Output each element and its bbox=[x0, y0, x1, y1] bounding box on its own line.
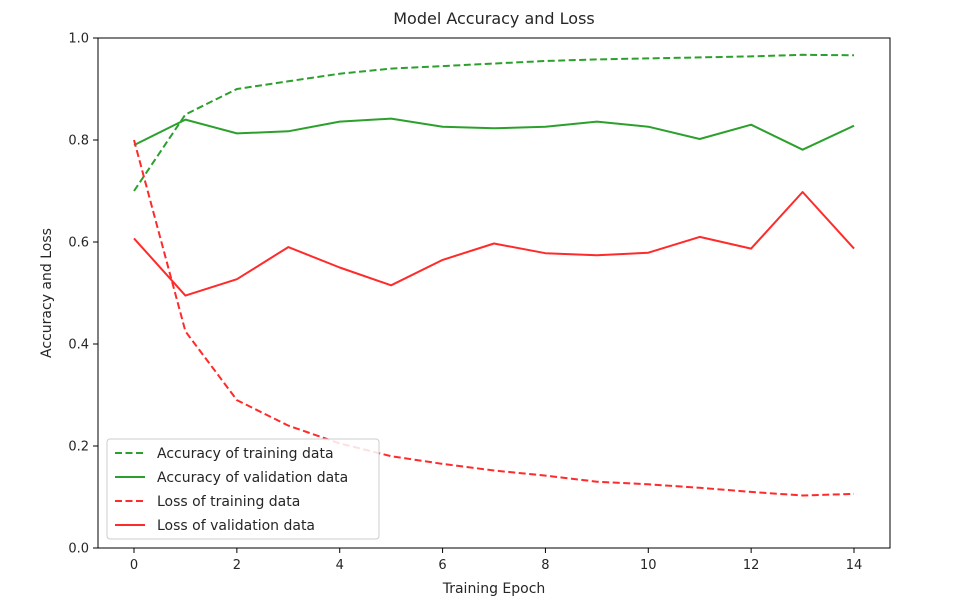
series-line-1 bbox=[133, 117, 855, 151]
x-tick-label-3: 6 bbox=[438, 558, 446, 573]
legend-entry-3: Loss of validation data bbox=[157, 518, 315, 534]
legend-box bbox=[106, 438, 380, 540]
chart-title: Model Accuracy and Loss bbox=[393, 9, 595, 28]
x-axis: 0 2 4 6 8 10 12 14 bbox=[130, 548, 862, 573]
legend-entry-1: Accuracy of validation data bbox=[157, 470, 348, 486]
x-tick-label-2: 4 bbox=[336, 558, 344, 573]
plot-frame bbox=[97, 37, 891, 549]
series-line-3 bbox=[133, 191, 855, 297]
y-tick-label-3: 0.6 bbox=[68, 236, 89, 251]
plot-area bbox=[97, 37, 891, 549]
legend: Accuracy of training data Accuracy of val… bbox=[106, 438, 380, 540]
y-axis-label: Accuracy and Loss bbox=[39, 228, 55, 358]
x-tick-label-0: 0 bbox=[130, 558, 138, 573]
y-tick-label-1: 0.2 bbox=[68, 440, 89, 455]
y-tick-label-4: 0.8 bbox=[68, 134, 89, 149]
x-tick-label-4: 8 bbox=[541, 558, 549, 573]
y-tick-label-2: 0.4 bbox=[68, 338, 89, 353]
x-tick-label-5: 10 bbox=[640, 558, 657, 573]
series-line-2 bbox=[133, 139, 855, 497]
series-line-0 bbox=[133, 53, 855, 192]
x-tick-label-7: 14 bbox=[846, 558, 863, 573]
x-tick-label-1: 2 bbox=[233, 558, 241, 573]
y-axis: 0.0 0.2 0.4 0.6 0.8 1.0 bbox=[68, 32, 98, 557]
legend-entry-2: Loss of training data bbox=[157, 494, 300, 510]
y-tick-label-0: 0.0 bbox=[68, 542, 89, 557]
legend-entry-0: Accuracy of training data bbox=[157, 446, 334, 462]
x-axis-label: Training Epoch bbox=[442, 581, 546, 597]
y-tick-label-5: 1.0 bbox=[68, 32, 89, 47]
x-tick-label-6: 12 bbox=[743, 558, 760, 573]
